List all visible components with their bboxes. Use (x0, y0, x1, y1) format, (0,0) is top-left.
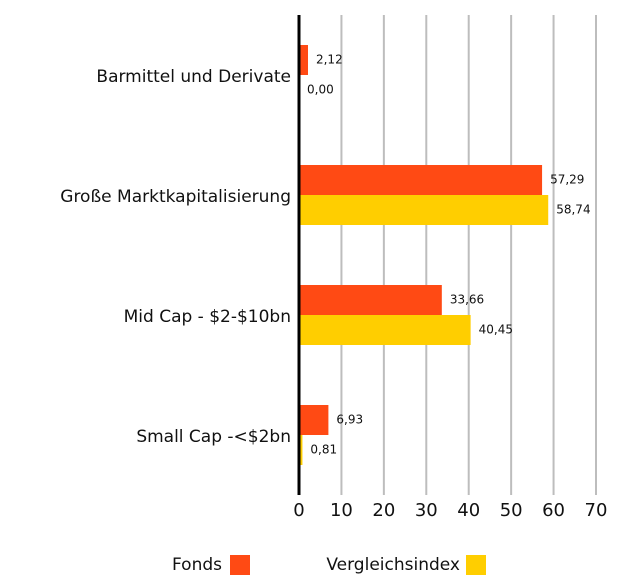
legend-swatch (230, 555, 250, 575)
x-tick-label: 30 (415, 500, 438, 521)
bar (299, 165, 543, 195)
bar (299, 405, 329, 435)
x-tick-label: 10 (330, 500, 353, 521)
x-tick-label: 60 (542, 500, 565, 521)
value-label: 33,66 (450, 293, 484, 307)
value-label: 6,93 (336, 413, 363, 427)
value-label: 0,00 (307, 83, 334, 97)
x-tick-label: 0 (293, 500, 304, 521)
category-label: Mid Cap - $2-$10bn (124, 307, 291, 327)
value-label: 0,81 (310, 443, 337, 457)
x-tick-label: 70 (585, 500, 608, 521)
legend-label: Fonds (172, 555, 222, 575)
bar (299, 435, 303, 465)
x-tick-label: 40 (457, 500, 480, 521)
value-label: 58,74 (556, 203, 590, 217)
x-tick-label: 20 (372, 500, 395, 521)
legend-swatch (466, 555, 486, 575)
bar (299, 315, 471, 345)
value-label: 57,29 (550, 173, 584, 187)
bar (299, 285, 442, 315)
category-label: Große Marktkapitalisierung (60, 187, 291, 207)
legend-label: Vergleichsindex (326, 555, 460, 575)
category-label: Barmittel und Derivate (96, 67, 291, 87)
x-tick-label: 50 (500, 500, 523, 521)
bar (299, 195, 549, 225)
category-label: Small Cap -<$2bn (136, 427, 291, 447)
bar (299, 45, 308, 75)
value-label: 2,12 (316, 53, 343, 67)
value-label: 40,45 (479, 323, 513, 337)
